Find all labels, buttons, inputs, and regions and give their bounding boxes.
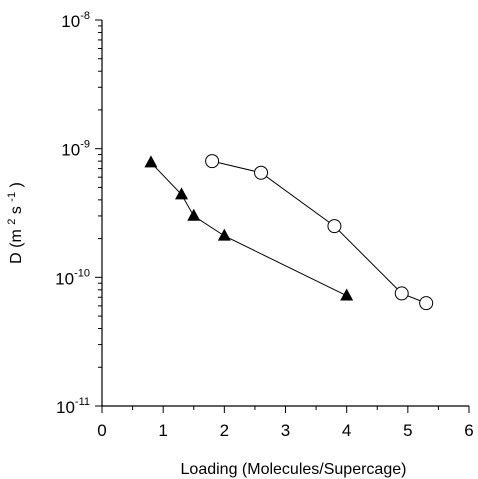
series-2 — [205, 154, 434, 311]
y-tick-label-base: 10 — [61, 12, 80, 31]
y-axis-label-sup1: 2 — [6, 219, 18, 225]
x-axis-label: Loading (Molecules/Supercage) — [181, 461, 407, 478]
y-tick-label-exponent: -8 — [80, 10, 90, 22]
minor-ticks — [98, 25, 439, 410]
x-tick-label: 3 — [281, 421, 290, 440]
data-point-circle — [394, 286, 409, 301]
y-tick-label-exponent: -9 — [80, 139, 90, 151]
y-axis-label-sup2: -1 — [6, 192, 18, 202]
x-tick-label: 4 — [342, 421, 351, 440]
data-point-triangle — [187, 208, 201, 221]
data-point-triangle — [217, 228, 231, 241]
x-tick-label: 2 — [220, 421, 229, 440]
series-1 — [144, 155, 354, 301]
data-point-circle — [327, 219, 342, 234]
y-tick-label-exponent: -11 — [75, 396, 90, 408]
y-axis-label-mid: s — [8, 206, 25, 214]
data-point-circle — [419, 296, 434, 311]
y-tick-label: 10-8 — [61, 10, 90, 31]
y-axis-label: D (m 2 s -1 ) — [2, 182, 25, 264]
x-tick-label: 5 — [403, 421, 412, 440]
y-tick-label-exponent: -10 — [74, 267, 90, 279]
y-axis-label-base: D (m — [8, 229, 25, 264]
y-tick-label: 10-10 — [55, 267, 90, 288]
data-point-triangle — [144, 155, 158, 168]
data-point-triangle — [175, 187, 189, 200]
axes — [101, 20, 469, 407]
y-tick-label-base: 10 — [55, 269, 74, 288]
series-group — [144, 154, 434, 311]
y-axis-label-end: ) — [8, 182, 25, 187]
y-tick-label: 10-11 — [56, 396, 90, 417]
x-tick-label: 0 — [97, 421, 106, 440]
x-tick-label: 6 — [464, 421, 473, 440]
x-ticks: 0 1 2 3 4 5 6 — [97, 406, 474, 440]
y-tick-label-base: 10 — [61, 141, 80, 160]
data-point-circle — [205, 154, 220, 169]
x-tick-label: 1 — [158, 421, 167, 440]
data-point-circle — [254, 165, 269, 180]
y-tick-label-base: 10 — [56, 398, 75, 417]
series-line — [150, 162, 347, 297]
data-point-triangle — [340, 288, 354, 301]
y-tick-label: 10-9 — [61, 139, 90, 160]
